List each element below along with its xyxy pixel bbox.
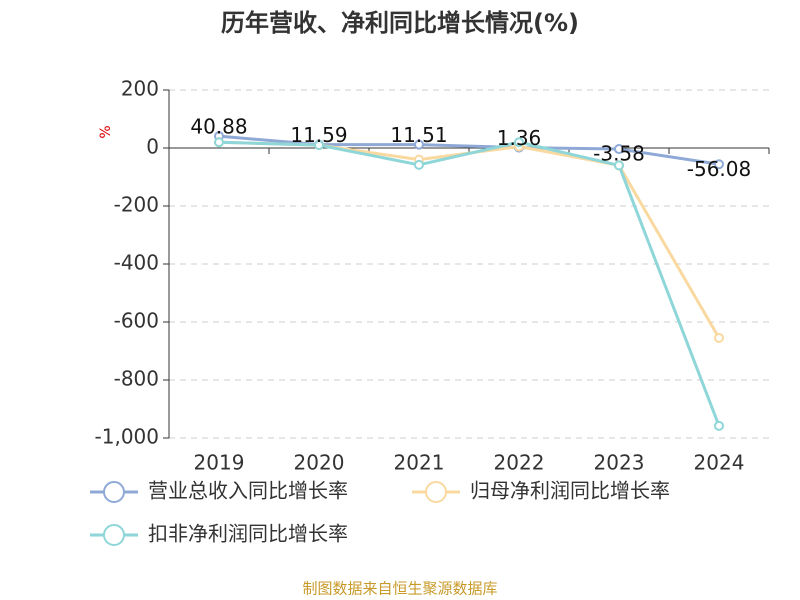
point-marker <box>414 139 424 150</box>
data-label: 1.36 <box>497 126 542 150</box>
point-marker <box>614 160 624 171</box>
point-marker <box>714 420 724 431</box>
y-axis-label: % <box>98 125 114 138</box>
source-note: 制图数据来自恒生聚源数据库 <box>302 580 497 598</box>
point-marker <box>614 144 624 155</box>
point-marker <box>314 140 324 151</box>
legend-marker <box>425 481 447 503</box>
y-tick-label: -1,000 <box>95 425 159 449</box>
legend-marker <box>103 524 125 546</box>
x-tick-label: 2024 <box>694 451 745 475</box>
legend-label: 归母净利润同比增长率 <box>470 479 670 503</box>
legend-marker <box>103 481 125 503</box>
x-tick-label: 2019 <box>194 451 245 475</box>
y-tick-label: 200 <box>121 77 159 101</box>
x-tick-label: 2023 <box>594 451 645 475</box>
series-line <box>218 140 721 427</box>
legend-label: 营业总收入同比增长率 <box>148 479 348 503</box>
y-tick-label: -800 <box>114 367 159 391</box>
x-tick-label: 2020 <box>294 451 345 475</box>
y-tick-label: 0 <box>146 135 159 159</box>
y-tick-label: -200 <box>114 193 159 217</box>
y-tick-label: -600 <box>114 309 159 333</box>
y-tick-label: -400 <box>114 251 159 275</box>
data-label: 40.88 <box>190 115 247 139</box>
chart-title: 历年营收、净利同比增长情况(%) <box>221 9 579 37</box>
point-marker <box>714 332 724 343</box>
point-marker <box>514 137 524 148</box>
x-tick-label: 2021 <box>394 451 445 475</box>
data-label: 11.51 <box>390 123 447 147</box>
point-marker <box>714 159 724 170</box>
x-tick-label: 2022 <box>494 451 545 475</box>
data-label: -3.58 <box>593 142 645 166</box>
point-marker <box>414 159 424 170</box>
point-marker <box>214 137 224 148</box>
data-label: 11.59 <box>290 123 347 147</box>
series-line <box>218 140 721 339</box>
data-label: -56.08 <box>687 157 751 181</box>
legend-label: 扣非净利润同比增长率 <box>148 522 348 546</box>
